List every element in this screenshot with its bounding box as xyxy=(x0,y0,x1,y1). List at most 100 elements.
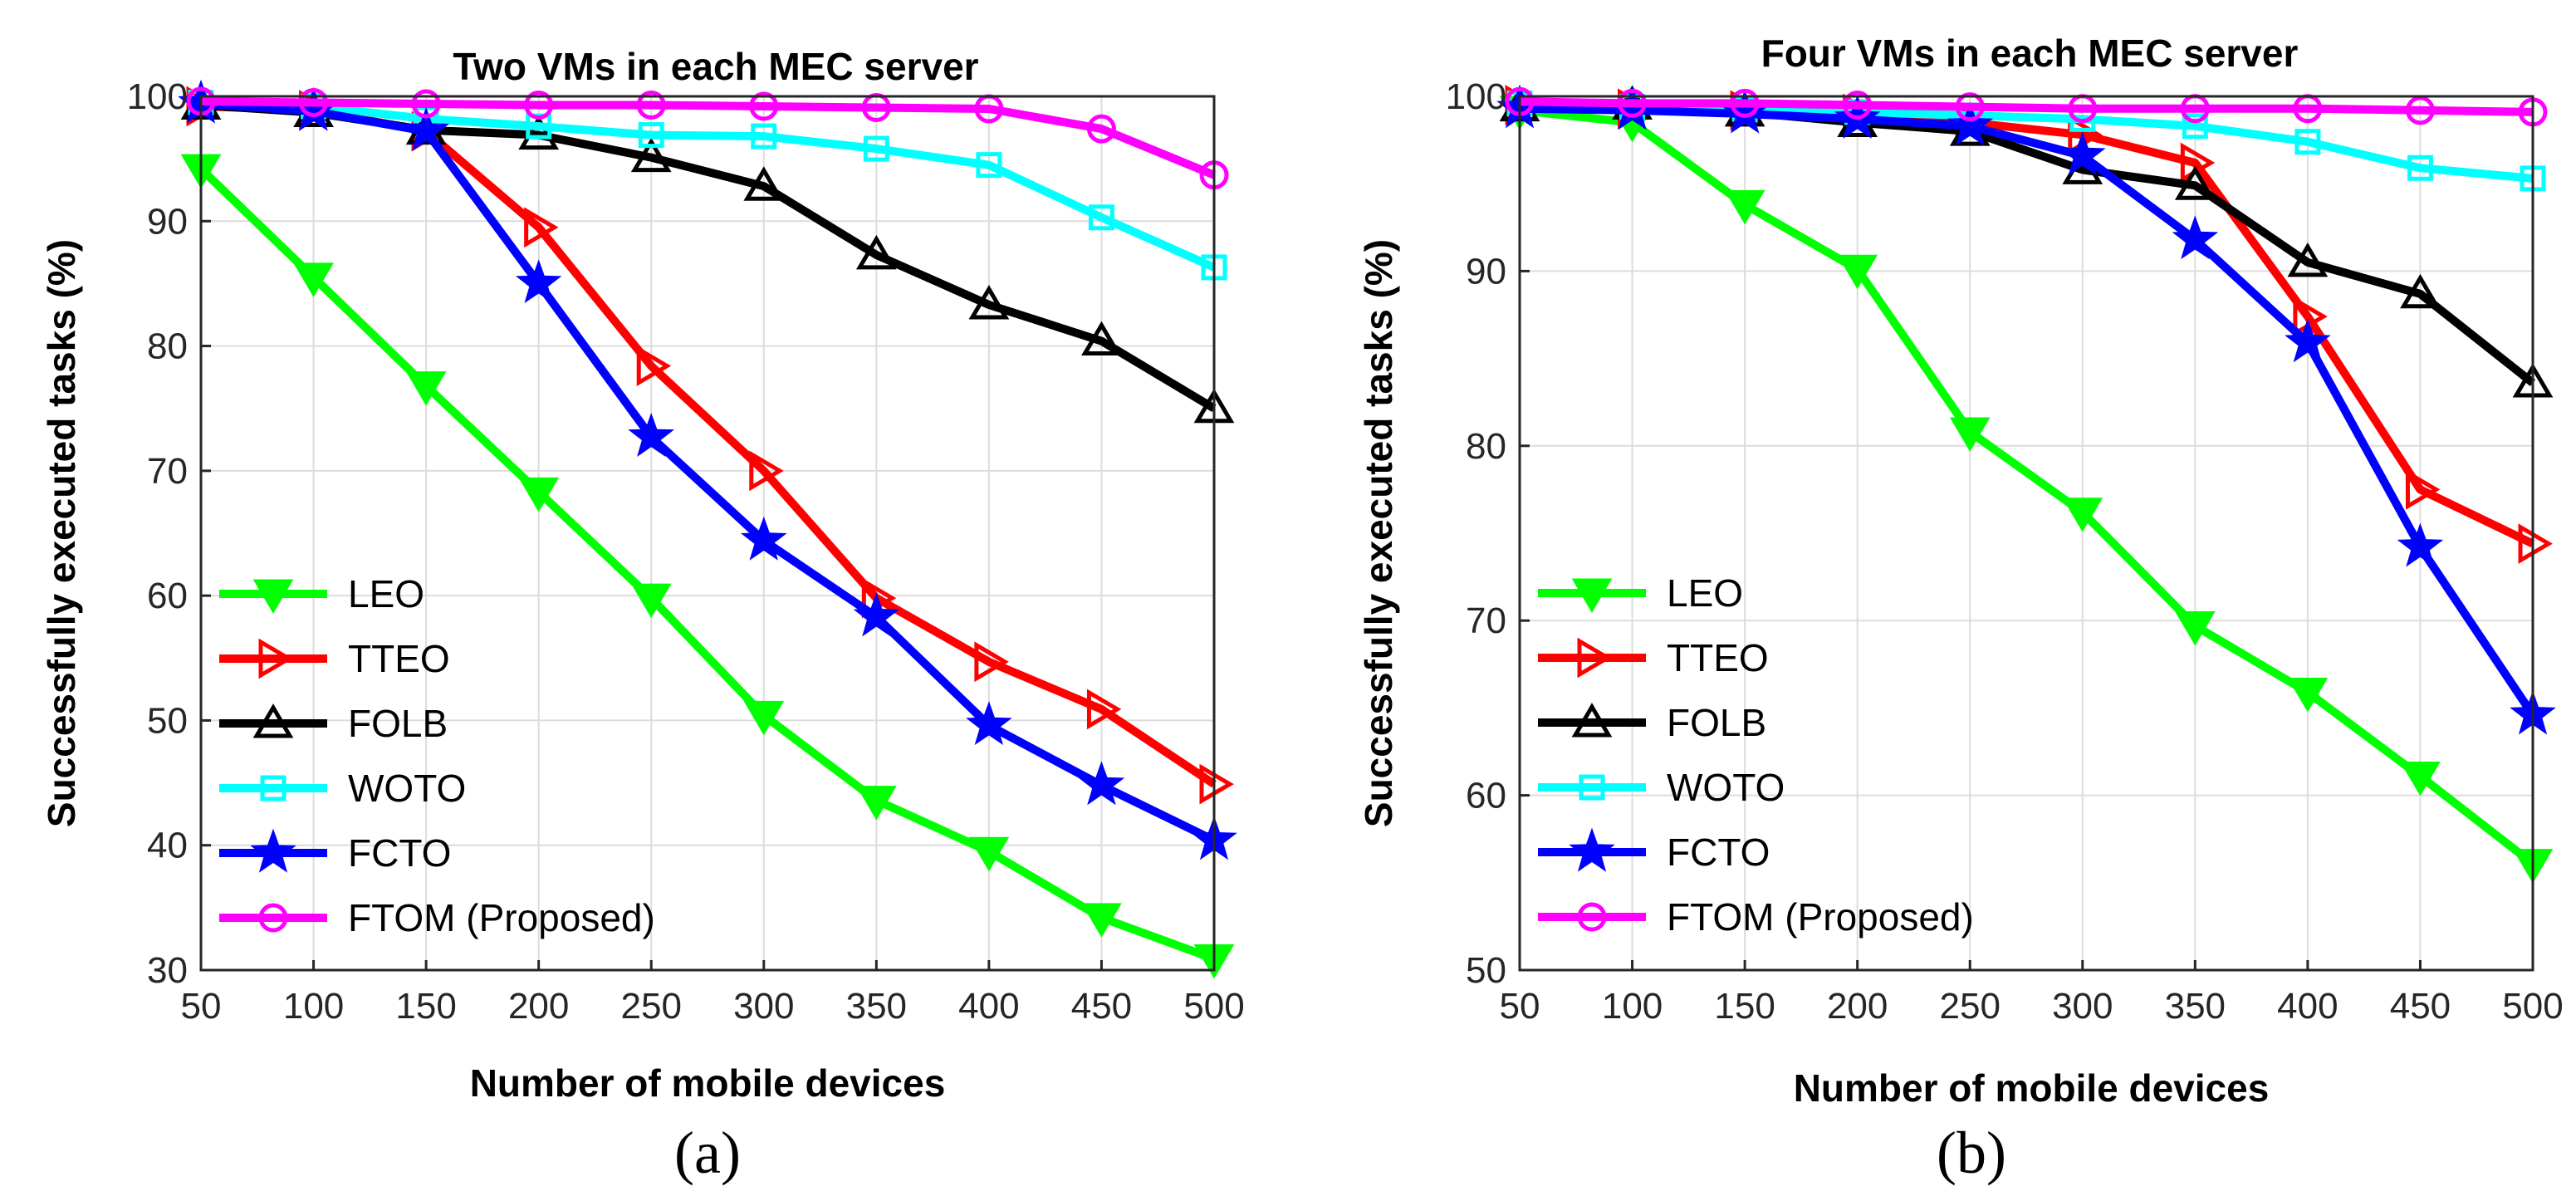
data-point xyxy=(751,123,777,150)
data-point xyxy=(2518,523,2553,564)
data-point xyxy=(293,262,334,297)
y-tick-label: 100 xyxy=(1446,76,1506,117)
series-line xyxy=(200,100,1217,412)
y-tick-label: 60 xyxy=(147,576,188,616)
y-axis-label: Successfully executed tasks (%) xyxy=(1357,239,1400,827)
y-tick-label: 60 xyxy=(1466,776,1506,816)
plot-frame xyxy=(199,95,1216,972)
legend-marker xyxy=(1577,902,1607,932)
data-point xyxy=(630,583,672,619)
data-point xyxy=(518,115,560,150)
data-point xyxy=(405,371,447,406)
data-point xyxy=(2287,677,2329,713)
data-point xyxy=(628,412,675,458)
x-tick-label: 500 xyxy=(1183,986,1244,1027)
panel-a: Two VMs in each MEC server 50 100 150 200 25… xyxy=(40,45,1245,1186)
legend-label: TTEO xyxy=(1667,636,1769,679)
series-line xyxy=(1519,104,2537,718)
legend-marker xyxy=(1571,703,1613,738)
y-tick-label: 90 xyxy=(1466,251,1506,292)
data-point xyxy=(2182,113,2208,140)
y-tick-label: 50 xyxy=(1466,950,1506,991)
data-point xyxy=(1618,88,1648,118)
data-point xyxy=(2400,273,2441,309)
x-axis-label: Number of mobile devices xyxy=(1794,1066,2270,1110)
data-point xyxy=(966,701,1012,746)
data-point xyxy=(1730,88,1760,118)
legend-label: LEO xyxy=(348,572,424,615)
legend-marker xyxy=(250,828,296,873)
data-point xyxy=(2174,611,2216,646)
legend: LEO TTEO FOLB WOTO FCTO FTOM (Proposed) xyxy=(1538,571,1974,939)
data-point xyxy=(524,207,559,248)
series-line xyxy=(198,165,1216,963)
panel-label: (a) xyxy=(674,1120,741,1186)
legend-label: FTOM (Proposed) xyxy=(348,896,655,939)
x-tick-label: 250 xyxy=(1940,986,2001,1027)
tick-labels: 50 100 150 200 250 300 350 400 450 500 30 40 50 60 70 8… xyxy=(127,76,1245,1027)
data-point xyxy=(855,786,897,821)
series-line xyxy=(200,97,1216,179)
data-point xyxy=(743,166,785,201)
y-tick-label: 70 xyxy=(1466,600,1506,641)
data-point xyxy=(853,592,900,637)
tick-labels: 50 100 150 200 250 300 350 400 450 500 50 60 70 80 90 1… xyxy=(1446,76,2564,1027)
panel-label: (b) xyxy=(1937,1120,2006,1186)
data-point xyxy=(1843,91,1873,120)
legend-label: WOTO xyxy=(348,767,466,810)
y-tick-label: 40 xyxy=(147,826,188,866)
x-tick-label: 350 xyxy=(846,986,907,1027)
panel-b: Four VMs in each MEC server 50 100 150 200 2… xyxy=(1357,32,2564,1186)
data-point xyxy=(1086,689,1122,730)
data-point xyxy=(630,137,672,173)
legend-marker xyxy=(252,579,294,614)
data-point xyxy=(1955,92,1985,122)
data-point xyxy=(2174,165,2216,200)
y-tick-label: 100 xyxy=(127,76,188,117)
y-tick-label: 50 xyxy=(147,700,188,741)
x-tick-label: 100 xyxy=(1602,986,1663,1027)
data-point xyxy=(2062,498,2103,532)
data-point xyxy=(636,91,666,120)
data-point xyxy=(2294,129,2321,155)
x-tick-label: 250 xyxy=(621,986,682,1027)
data-point xyxy=(299,88,329,118)
series-line xyxy=(200,102,1217,788)
series-line xyxy=(200,98,1217,272)
x-tick-label: 400 xyxy=(958,986,1019,1027)
data-point xyxy=(2400,761,2441,797)
y-tick-label: 80 xyxy=(1466,426,1506,467)
data-point xyxy=(2172,215,2219,260)
data-point xyxy=(855,234,897,270)
data-point xyxy=(638,122,664,149)
data-point xyxy=(749,450,784,492)
data-point xyxy=(2285,318,2331,363)
legend-marker xyxy=(1579,774,1605,801)
series-group xyxy=(178,79,1237,979)
y-tick-label: 30 xyxy=(147,950,188,991)
data-point xyxy=(515,259,562,304)
data-point xyxy=(1949,417,1991,452)
y-tick-label: 90 xyxy=(147,201,188,242)
chart-title: Two VMs in each MEC server xyxy=(453,45,978,88)
data-point xyxy=(968,285,1010,320)
x-tick-label: 400 xyxy=(2277,986,2338,1027)
data-point xyxy=(2059,131,2106,176)
x-tick-label: 450 xyxy=(2390,986,2451,1027)
x-tick-label: 200 xyxy=(1827,986,1888,1027)
data-point xyxy=(1724,189,1765,225)
data-point xyxy=(1199,763,1234,805)
data-point xyxy=(2407,154,2433,181)
y-tick-label: 80 xyxy=(147,326,188,367)
legend-marker xyxy=(260,775,286,801)
data-point xyxy=(636,346,672,386)
x-tick-label: 50 xyxy=(181,986,222,1027)
x-tick-label: 300 xyxy=(733,986,794,1027)
plot-frame xyxy=(1518,95,2534,972)
series-group xyxy=(1496,84,2556,884)
y-axis-label: Successfully executed tasks (%) xyxy=(40,239,83,827)
x-tick-label: 450 xyxy=(1071,986,1132,1027)
data-point xyxy=(976,152,1002,179)
data-point xyxy=(1947,101,1994,146)
